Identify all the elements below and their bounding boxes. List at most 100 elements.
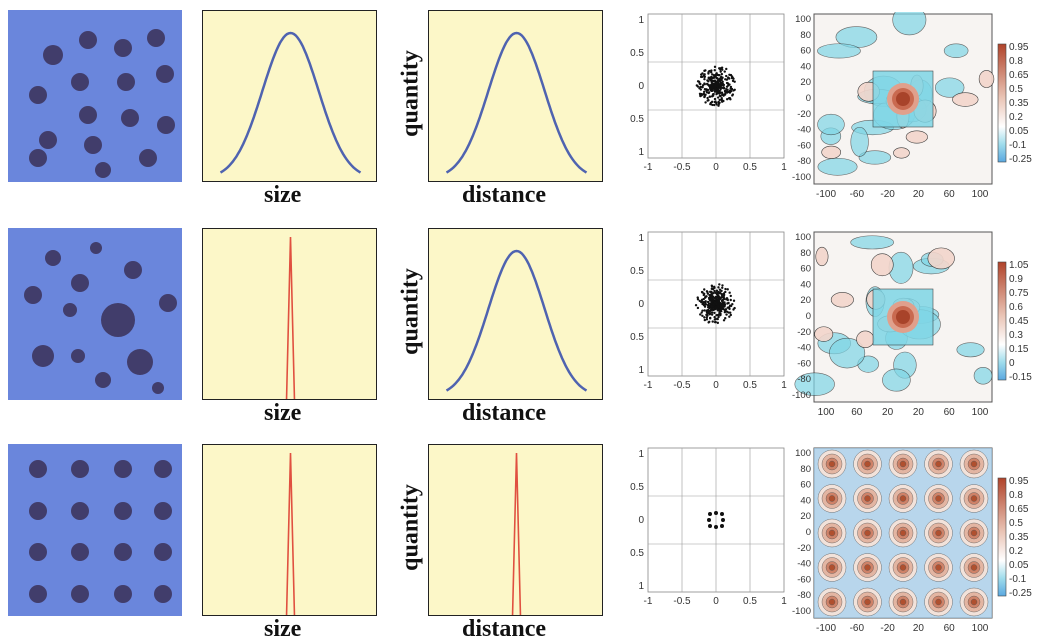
contour-x-tick: 100 (972, 189, 989, 200)
scatter-point (728, 315, 731, 318)
particle-dot (152, 382, 164, 394)
colorbar-tick: 0.8 (1009, 490, 1023, 501)
colorbar-tick: -0.15 (1009, 372, 1032, 383)
scatter-x-tick: 1 (781, 380, 787, 391)
particle-dot (114, 460, 132, 478)
contour-blob-cold (794, 372, 835, 396)
particle-dot (71, 543, 89, 561)
scatter-point (713, 97, 717, 101)
scatter-point (716, 77, 719, 80)
distance-axis-label: distance (462, 616, 546, 642)
scatter-y-tick: 0 (638, 299, 644, 310)
contour-peak (828, 598, 836, 606)
colorbar-tick: 0.75 (1009, 288, 1029, 299)
scatter-point (730, 75, 734, 78)
colorbar-tick: 0.95 (1009, 42, 1029, 53)
contour-blob-cold (956, 342, 985, 358)
scatter-point (719, 68, 722, 71)
scatter-point (723, 301, 726, 304)
scatter-point (708, 512, 712, 516)
colorbar-tick: 0.05 (1009, 560, 1029, 571)
scatter-point (706, 79, 709, 82)
distance-axis-label: distance (462, 400, 546, 426)
colorbar-tick: 0.65 (1009, 504, 1029, 515)
scatter-point (728, 97, 731, 100)
scatter-point (714, 317, 717, 321)
scatter-point (712, 285, 716, 289)
contour-x-tick: 20 (913, 623, 925, 634)
contour-x-tick: -20 (880, 189, 895, 200)
scatter-point (713, 103, 716, 107)
scatter-point (703, 288, 706, 291)
scatter-point (720, 512, 724, 516)
colorbar-tick: -0.25 (1009, 588, 1032, 599)
scatter-point (709, 87, 712, 91)
scatter-point (703, 82, 706, 86)
particle-dot (43, 45, 63, 65)
particle-dot (45, 250, 61, 266)
scatter-point (710, 293, 713, 296)
scatter-point (707, 302, 711, 305)
particle-dot (139, 149, 157, 167)
correlation-scatter-plot: -1 -0.5 0 0.5 1 1 0.5 0 0.5 1 (630, 447, 787, 607)
scatter-y-tick: 0.5 (630, 548, 644, 559)
scatter-point (717, 102, 721, 106)
scatter-point (708, 317, 712, 320)
distribution-curve (219, 31, 362, 174)
correlation-scatter-plot: -1 -0.5 0 0.5 1 1 0.5 0 0.5 1 (630, 231, 787, 391)
scatter-point (717, 90, 720, 93)
contour-y-tick: -20 (797, 109, 811, 120)
scatter-point (720, 86, 723, 89)
distance-axis-label: distance (462, 182, 546, 208)
scatter-point (724, 287, 727, 291)
scatter-point (706, 83, 709, 86)
scatter-point (710, 295, 713, 298)
contour-peak (864, 564, 871, 571)
scatter-point (698, 82, 701, 85)
scatter-point (728, 304, 732, 307)
particle-map-panel (8, 10, 182, 182)
scatter-y-tick: 0 (638, 515, 644, 526)
contour-x-tick: -60 (850, 189, 865, 200)
scatter-point (729, 294, 732, 298)
scatter-point (703, 95, 706, 99)
contour-x-tick: 60 (851, 407, 863, 418)
contour-y-tick: 80 (800, 248, 811, 259)
scatter-point (702, 301, 705, 304)
scatter-y-tick: 0 (638, 81, 644, 92)
scatter-point (698, 299, 701, 303)
scatter-point (713, 289, 716, 293)
scatter-point (710, 284, 714, 287)
scatter-point (717, 286, 720, 289)
scatter-point (713, 90, 717, 93)
scatter-point (698, 92, 702, 95)
scatter-point (725, 74, 728, 78)
scatter-point (706, 290, 709, 294)
contour-blob-cold (850, 126, 869, 157)
scatter-point (709, 304, 713, 307)
contour-peak (896, 92, 910, 106)
contour-peak (935, 598, 942, 606)
scatter-point (727, 76, 730, 79)
scatter-x-tick: 0 (713, 596, 719, 607)
particle-dot (154, 460, 172, 478)
scatter-point (699, 313, 702, 316)
particle-dot (29, 585, 47, 603)
scatter-point (713, 315, 716, 319)
size-axis-label: size (264, 400, 302, 426)
scatter-point (702, 297, 705, 301)
scatter-point (711, 320, 714, 323)
contour-peak (935, 460, 942, 468)
scatter-point (722, 86, 726, 90)
size-axis-label: size (264, 616, 302, 642)
scatter-x-tick: 1 (781, 162, 787, 173)
contour-peak (899, 598, 907, 606)
scatter-point (729, 298, 732, 302)
particle-dot (114, 502, 132, 520)
particle-dot (79, 106, 97, 124)
particle-dot (90, 242, 102, 254)
particle-dot (29, 149, 47, 167)
scatter-y-tick: 0.5 (630, 482, 644, 493)
scatter-point (716, 295, 720, 298)
particle-map-panel (8, 228, 182, 400)
